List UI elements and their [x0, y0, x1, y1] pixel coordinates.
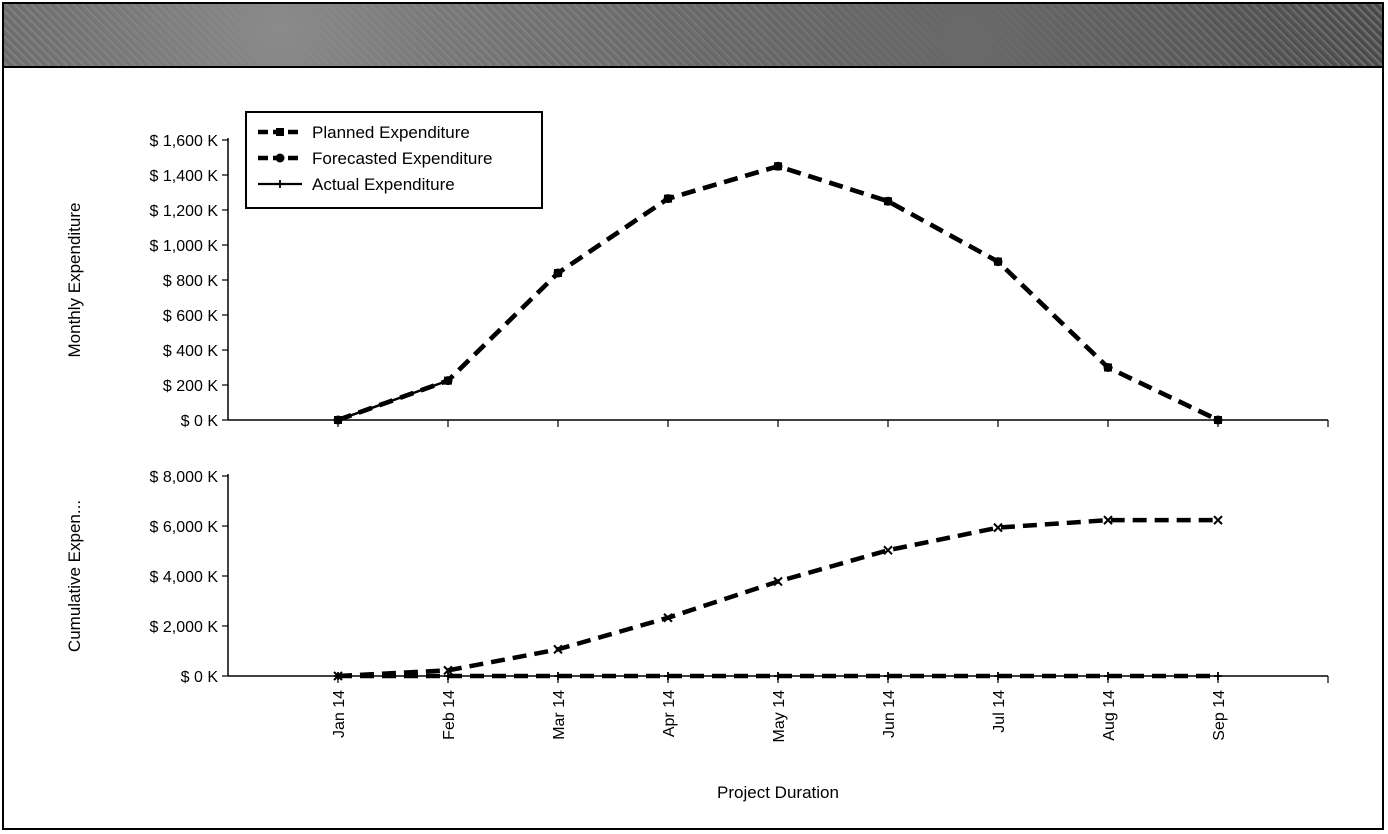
data-point [1104, 672, 1112, 680]
data-point [884, 672, 892, 680]
y-tick-label: $ 0 K [181, 413, 219, 430]
legend-marker [276, 128, 284, 136]
data-point [553, 644, 563, 655]
y-tick-label: $ 1,000 K [150, 238, 219, 255]
x-tick-label: Aug 14 [1101, 690, 1118, 741]
data-point [334, 672, 342, 680]
y-tick-label: $ 1,400 K [150, 168, 219, 185]
x-tick-label: Jun 14 [881, 690, 898, 738]
x-tick-label: Apr 14 [661, 690, 678, 737]
y-tick-label: $ 800 K [163, 273, 218, 290]
data-point [883, 545, 893, 555]
y-tick-label: $ 6,000 K [150, 519, 219, 536]
data-point [443, 665, 453, 676]
data-point [444, 672, 452, 680]
y-tick-label: $ 4,000 K [150, 569, 219, 586]
data-point [773, 161, 783, 171]
series-line-0-2 [337, 379, 449, 422]
series-line-1-0 [337, 517, 1218, 679]
data-point [554, 672, 562, 680]
data-point [883, 196, 893, 206]
x-tick-label: Feb 14 [441, 690, 458, 740]
x-tick-label: Mar 14 [551, 690, 568, 740]
legend-label: Actual Expenditure [312, 175, 455, 194]
x-tick-label: May 14 [771, 690, 788, 743]
y-tick-label: $ 2,000 K [150, 619, 219, 636]
y-tick-label: $ 0 K [181, 669, 219, 686]
data-point [993, 257, 1003, 267]
data-point [994, 672, 1002, 680]
data-point [1213, 515, 1223, 525]
x-axis-title: Project Duration [717, 783, 839, 802]
data-point [663, 194, 673, 204]
legend-label: Planned Expenditure [312, 123, 470, 142]
y-tick-label: $ 400 K [163, 343, 218, 360]
data-point [664, 672, 672, 680]
data-point [773, 576, 783, 587]
y-tick-label: $ 1,200 K [150, 203, 219, 220]
y-tick-label: $ 200 K [163, 378, 218, 395]
y-tick-label: $ 600 K [163, 308, 218, 325]
data-point [993, 522, 1003, 533]
legend-marker [276, 180, 284, 188]
legend-marker [275, 153, 285, 163]
y-tick-label: $ 8,000 K [150, 469, 219, 486]
data-point [1214, 672, 1222, 680]
x-tick-label: Jul 14 [991, 690, 1008, 733]
data-point [663, 613, 673, 623]
x-tick-label: Jan 14 [331, 690, 348, 738]
title-bar [4, 4, 1382, 68]
y-tick-label: $ 1,600 K [150, 133, 219, 150]
data-point [444, 376, 452, 385]
x-tick-label: Sep 14 [1211, 690, 1228, 741]
y-axis-title: Cumulative Expen... [65, 500, 84, 652]
data-point [1103, 363, 1113, 372]
data-point [1103, 515, 1113, 525]
data-point [1213, 415, 1223, 425]
legend-label: Forecasted Expenditure [312, 149, 493, 168]
data-point [334, 416, 342, 424]
y-axis-title: Monthly Expenditure [65, 203, 84, 358]
data-point [553, 268, 563, 278]
data-point [774, 672, 782, 680]
